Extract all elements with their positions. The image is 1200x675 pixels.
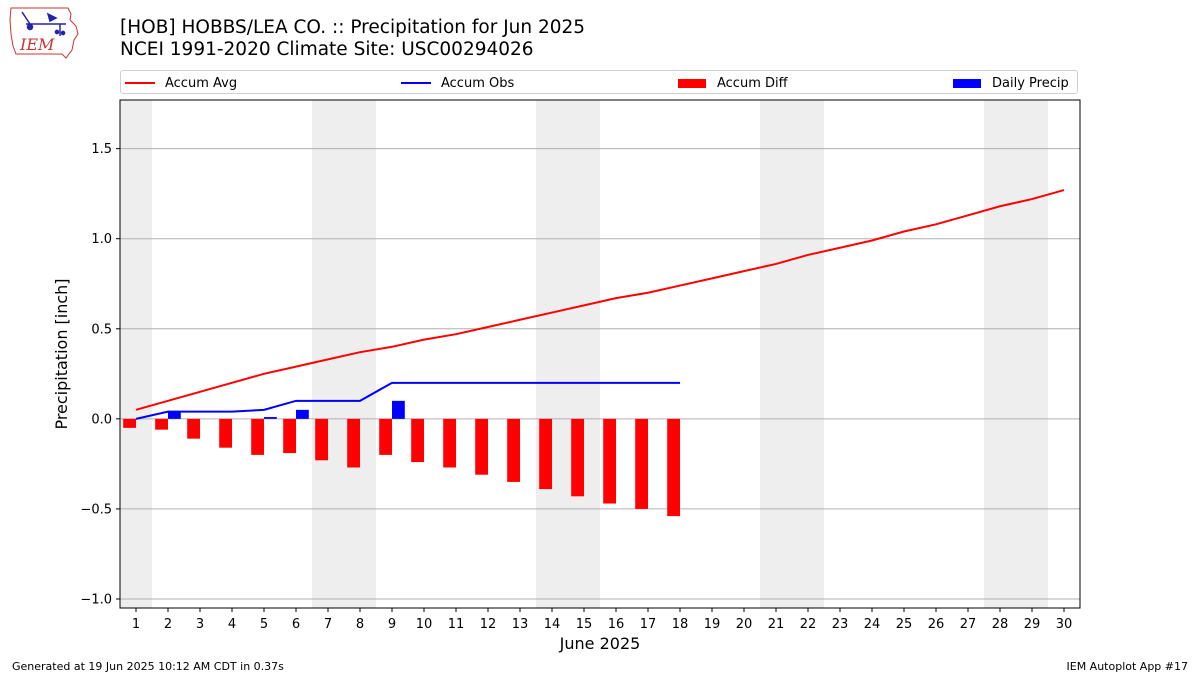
accum-diff-bar-1 — [123, 418, 136, 428]
accum-diff-bar-4 — [219, 418, 232, 448]
grid-lines — [120, 148, 1080, 600]
legend-swatch-daily-precip — [953, 78, 981, 88]
accum-diff-bar-8 — [347, 418, 360, 468]
x-tick-label-1: 1 — [132, 617, 140, 632]
x-tick-label-25: 25 — [896, 617, 913, 632]
daily-precip-bar-5 — [264, 417, 277, 419]
accum-diff-bar-18 — [667, 418, 680, 517]
accum-diff-bar-12 — [475, 418, 488, 475]
daily-precip-bar-9 — [392, 400, 405, 419]
iowa-state-outline — [9, 7, 79, 59]
accum-diff-bar-14 — [539, 418, 552, 490]
weekend-band-14 — [536, 100, 568, 608]
x-tick-label-13: 13 — [512, 617, 529, 632]
y-tick-label-3: 0.5 — [91, 322, 112, 337]
x-tick-label-26: 26 — [928, 617, 945, 632]
accum-diff-bar-13 — [507, 418, 520, 482]
x-tick-label-3: 3 — [196, 617, 204, 632]
x-tick-label-21: 21 — [768, 617, 785, 632]
x-tick-label-18: 18 — [672, 617, 689, 632]
x-tick-label-6: 6 — [292, 617, 300, 632]
x-tick-label-7: 7 — [324, 617, 332, 632]
legend-item-accum-obs: Accum Obs — [401, 74, 514, 92]
plot-frame — [119, 99, 1081, 609]
weekend-band-1 — [120, 100, 152, 608]
legend-label-accum-avg: Accum Avg — [165, 75, 238, 91]
weekend-band-15 — [568, 100, 600, 608]
x-tick-label-12: 12 — [480, 617, 497, 632]
x-tick-label-22: 22 — [800, 617, 817, 632]
accum-diff-bar-16 — [603, 418, 616, 504]
x-tick-label-24: 24 — [864, 617, 881, 632]
accum-diff-bar-6 — [283, 418, 296, 454]
accum-avg-line — [135, 189, 1065, 411]
legend-item-accum-diff: Accum Diff — [678, 74, 788, 92]
x-tick-label-23: 23 — [832, 617, 849, 632]
x-tick-label-29: 29 — [1024, 617, 1041, 632]
logo-text: IEM — [19, 35, 55, 54]
x-axis-ticks: 1 2 3 4 5 6 7 8 9 10 11 12 13 14 15 16 17 18 19 20 21 22 23 24 2… — [132, 608, 1072, 632]
legend-swatch-accum-avg — [125, 82, 155, 84]
x-tick-label-10: 10 — [416, 617, 433, 632]
y-axis-label: Precipitation [inch] — [52, 278, 71, 429]
legend-label-accum-diff: Accum Diff — [717, 75, 788, 91]
weather-station-icon — [21, 11, 66, 36]
x-tick-label-19: 19 — [704, 617, 721, 632]
legend-item-accum-avg: Accum Avg — [125, 74, 237, 92]
legend-swatch-accum-obs — [401, 82, 431, 84]
x-tick-label-4: 4 — [228, 617, 236, 632]
legend-swatch-accum-diff — [678, 78, 706, 88]
x-tick-label-27: 27 — [960, 617, 977, 632]
x-tick-label-5: 5 — [260, 617, 268, 632]
x-tick-label-20: 20 — [736, 617, 753, 632]
accum-diff-bar-3 — [187, 418, 200, 439]
chart-subtitle: NCEI 1991-2020 Climate Site: USC00294026 — [120, 39, 534, 60]
legend-label-daily-precip: Daily Precip — [992, 75, 1069, 91]
legend-label-accum-obs: Accum Obs — [441, 75, 515, 91]
bars — [123, 400, 680, 517]
footer-app: IEM Autoplot App #17 — [1066, 660, 1189, 673]
x-tick-label-30: 30 — [1056, 617, 1073, 632]
legend: Accum Avg Accum Obs Accum Diff Daily Pre… — [120, 70, 1078, 94]
x-tick-label-8: 8 — [356, 617, 364, 632]
x-tick-label-16: 16 — [608, 617, 625, 632]
x-tick-label-9: 9 — [388, 617, 396, 632]
weekend-band-29 — [1016, 100, 1048, 608]
accum-diff-bar-5 — [251, 418, 264, 455]
accum-obs-line — [135, 381, 680, 420]
accum-diff-bar-10 — [411, 418, 424, 463]
y-tick-label-2: 0.0 — [91, 412, 112, 427]
x-tick-label-28: 28 — [992, 617, 1009, 632]
accum-diff-bar-2 — [155, 418, 168, 430]
daily-precip-bar-2 — [168, 411, 181, 419]
y-tick-label-4: 1.0 — [91, 232, 112, 247]
accum-diff-bar-17 — [635, 418, 648, 509]
iem-logo: IEM — [9, 7, 79, 59]
x-tick-label-11: 11 — [448, 617, 465, 632]
y-tick-label-0: −1.0 — [80, 592, 112, 607]
weekend-shading — [120, 100, 1048, 608]
y-tick-label-1: −0.5 — [80, 502, 112, 517]
legend-item-daily-precip: Daily Precip — [953, 74, 1069, 92]
accum-diff-bar-9 — [379, 418, 392, 455]
y-tick-label-5: 1.5 — [91, 142, 112, 157]
weekend-band-7 — [312, 100, 344, 608]
x-tick-label-14: 14 — [544, 617, 561, 632]
x-tick-label-17: 17 — [640, 617, 657, 632]
weekend-band-28 — [984, 100, 1016, 608]
accum-diff-bar-7 — [315, 418, 328, 461]
x-axis-label: June 2025 — [559, 634, 641, 653]
y-axis-ticks: −1.0 −0.5 0.0 0.5 1.0 1.5 — [80, 142, 120, 607]
weekend-band-22 — [792, 100, 824, 608]
series-lines — [135, 189, 1065, 420]
footer-generated: Generated at 19 Jun 2025 10:12 AM CDT in… — [12, 660, 284, 673]
daily-precip-bar-6 — [296, 409, 309, 419]
weekend-band-21 — [760, 100, 792, 608]
chart-title: [HOB] HOBBS/LEA CO. :: Precipitation for… — [120, 17, 586, 38]
accum-diff-bar-15 — [571, 418, 584, 497]
accum-diff-bar-11 — [443, 418, 456, 468]
x-tick-label-15: 15 — [576, 617, 593, 632]
x-tick-label-2: 2 — [164, 617, 172, 632]
